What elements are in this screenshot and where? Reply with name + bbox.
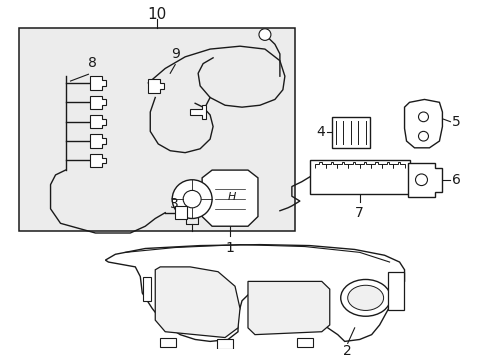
Bar	[387, 272, 403, 310]
Text: 10: 10	[147, 7, 166, 22]
Bar	[143, 276, 151, 301]
Polygon shape	[202, 170, 258, 226]
Polygon shape	[160, 338, 176, 347]
Polygon shape	[296, 338, 312, 347]
Text: 2: 2	[343, 344, 351, 358]
Text: 5: 5	[451, 115, 460, 129]
Bar	[331, 117, 369, 148]
Polygon shape	[175, 206, 187, 220]
Circle shape	[172, 180, 212, 219]
Polygon shape	[247, 282, 329, 335]
Circle shape	[415, 174, 427, 185]
Polygon shape	[407, 163, 442, 197]
Ellipse shape	[340, 279, 390, 316]
Polygon shape	[90, 154, 106, 167]
Text: H: H	[227, 192, 236, 202]
Circle shape	[418, 112, 427, 122]
Circle shape	[418, 131, 427, 141]
Circle shape	[183, 190, 201, 208]
Text: 4: 4	[315, 125, 324, 139]
Text: 8: 8	[88, 57, 97, 71]
Polygon shape	[90, 134, 106, 148]
Polygon shape	[90, 115, 106, 129]
Polygon shape	[90, 76, 106, 90]
Ellipse shape	[347, 285, 383, 310]
Text: 1: 1	[225, 241, 234, 255]
Polygon shape	[217, 339, 233, 349]
Text: 6: 6	[451, 173, 460, 187]
Polygon shape	[190, 105, 205, 119]
Text: 9: 9	[170, 47, 179, 61]
Text: 7: 7	[355, 206, 363, 220]
Circle shape	[259, 29, 270, 40]
Polygon shape	[155, 267, 240, 338]
Bar	[19, 28, 294, 231]
Polygon shape	[105, 244, 404, 341]
Polygon shape	[404, 99, 442, 148]
Text: 3: 3	[169, 197, 178, 211]
Polygon shape	[148, 79, 164, 93]
Bar	[309, 161, 408, 194]
Polygon shape	[90, 95, 106, 109]
